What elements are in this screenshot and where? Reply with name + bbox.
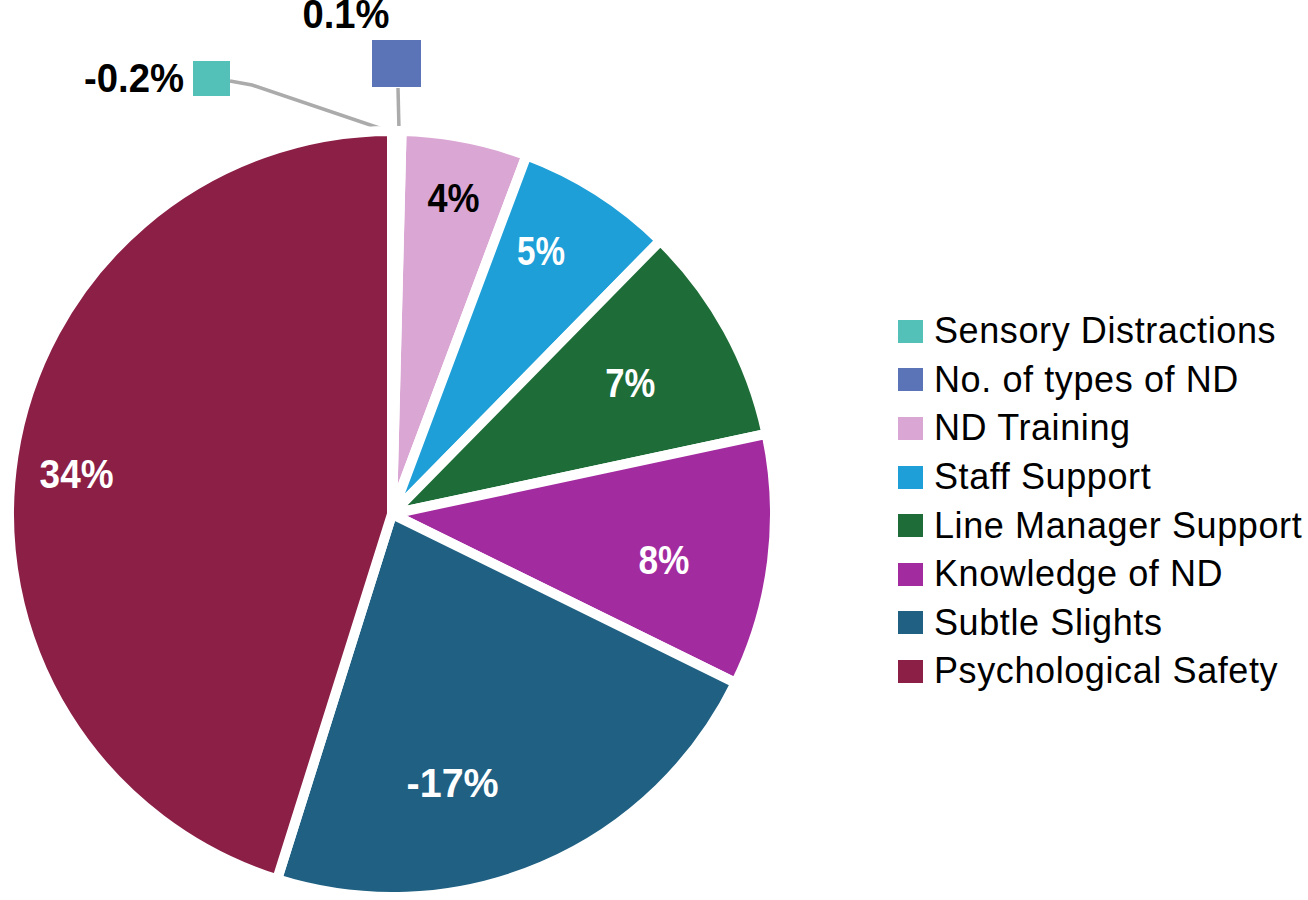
legend-item-line-manager-support: Line Manager Support: [898, 501, 1302, 550]
callout-swatch-sensory-distractions: [193, 61, 230, 96]
legend-swatch-icon: [898, 611, 923, 634]
callout-label-no-of-types-of-nd: 0.1%: [303, 0, 390, 36]
legend-swatch-icon: [898, 660, 923, 683]
callout-label-sensory-distractions: -0.2%: [84, 56, 184, 100]
legend-label: Knowledge of ND: [934, 553, 1223, 595]
legend-item-sensory-distractions: Sensory Distractions: [898, 307, 1302, 356]
legend-label: Sensory Distractions: [934, 310, 1276, 352]
legend-label: No. of types of ND: [934, 359, 1239, 401]
legend-item-subtle-slights: Subtle Slights: [898, 599, 1302, 648]
legend-swatch-icon: [898, 368, 923, 391]
legend-item-psychological-safety: Psychological Safety: [898, 647, 1302, 696]
pie-chart-figure: 4% 5% 7% 8% -17% 34% -0.2% 0.1% Sensory Distrac…: [0, 0, 1308, 900]
slice-label-line-manager-support: 7%: [605, 361, 655, 405]
legend-label: Psychological Safety: [934, 650, 1278, 692]
legend-item-no-of-types-of-nd: No. of types of ND: [898, 356, 1302, 405]
legend-item-nd-training: ND Training: [898, 404, 1302, 453]
legend-item-staff-support: Staff Support: [898, 453, 1302, 502]
legend-label: ND Training: [934, 407, 1131, 449]
slice-label-psychological-safety: 34%: [40, 452, 114, 496]
leader-line-sensory-distractions: [230, 81, 394, 133]
callout-swatch-no-of-types-of-nd: [372, 40, 421, 87]
slice-label-nd-training: 4%: [427, 176, 479, 220]
legend-label: Subtle Slights: [934, 602, 1163, 644]
slice-label-subtle-slights: -17%: [407, 761, 499, 805]
leader-line-no-of-types-of-nd: [398, 88, 399, 130]
slice-label-knowledge-of-nd: 8%: [638, 538, 689, 582]
legend-swatch-icon: [898, 417, 923, 440]
legend-swatch-icon: [898, 514, 923, 537]
legend-label: Line Manager Support: [934, 505, 1302, 547]
legend-label: Staff Support: [934, 456, 1151, 498]
legend-swatch-icon: [898, 563, 923, 586]
slice-label-staff-support: 5%: [517, 229, 565, 273]
legend: Sensory Distractions No. of types of ND ND…: [898, 307, 1302, 696]
legend-item-knowledge-of-nd: Knowledge of ND: [898, 550, 1302, 599]
legend-swatch-icon: [898, 320, 923, 343]
legend-swatch-icon: [898, 466, 923, 489]
